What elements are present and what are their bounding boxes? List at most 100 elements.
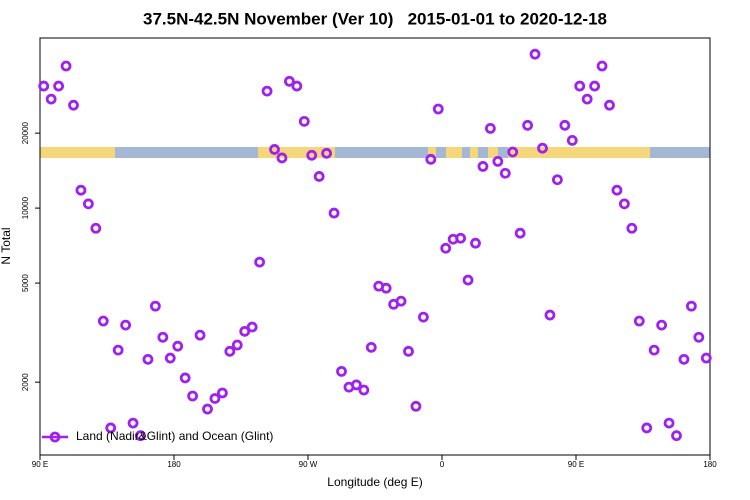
- data-point: [157, 331, 169, 343]
- y-tick-label: 10000: [21, 196, 30, 219]
- data-point: [559, 119, 571, 131]
- data-point: [410, 400, 422, 412]
- data-point: [380, 282, 392, 294]
- data-point: [60, 60, 72, 72]
- data-point: [313, 171, 325, 182]
- data-point: [700, 352, 712, 364]
- chart-title: 37.5N-42.5N November (Ver 10) 2015-01-01…: [143, 9, 607, 28]
- x-tick-label: 90 W: [299, 460, 318, 469]
- data-point: [135, 430, 146, 442]
- y-tick-label: 20000: [21, 121, 30, 144]
- data-point: [127, 417, 139, 429]
- data-point: [529, 48, 541, 60]
- y-tick-label: 2000: [21, 373, 30, 391]
- data-point: [566, 135, 578, 146]
- data-point: [261, 85, 273, 97]
- data-point: [298, 115, 310, 127]
- ocean-strip: [40, 147, 710, 158]
- data-point: [455, 232, 467, 244]
- data-point: [477, 161, 489, 172]
- x-tick-label: 180: [167, 460, 181, 469]
- legend-marker: [49, 431, 61, 443]
- data-point: [462, 274, 474, 286]
- data-point: [596, 60, 608, 72]
- data-point: [618, 198, 630, 210]
- data-point: [440, 242, 452, 254]
- data-point: [224, 345, 236, 357]
- data-point: [507, 146, 519, 158]
- land-strip: [446, 147, 462, 158]
- data-point: [574, 80, 586, 92]
- land-strip: [470, 147, 478, 158]
- land-strip: [428, 147, 436, 158]
- data-point: [417, 311, 429, 323]
- data-point: [648, 344, 660, 356]
- data-point: [395, 295, 407, 307]
- data-point: [172, 340, 184, 352]
- data-point: [306, 149, 318, 161]
- data-point: [589, 80, 601, 92]
- data-point: [470, 237, 481, 249]
- data-point: [90, 222, 102, 234]
- x-tick-label: 0: [440, 460, 445, 469]
- data-point: [291, 80, 303, 92]
- data-point: [239, 325, 251, 337]
- data-point: [120, 319, 132, 331]
- data-point: [671, 430, 682, 442]
- data-point: [514, 227, 526, 239]
- data-point: [604, 99, 615, 111]
- data-point: [626, 222, 638, 234]
- data-point: [633, 315, 645, 327]
- data-point: [82, 198, 94, 210]
- data-point: [112, 344, 124, 356]
- data-point: [499, 167, 511, 179]
- plot-frame: [39, 37, 711, 456]
- data-point: [53, 80, 65, 92]
- data-point: [231, 339, 243, 351]
- data-point: [105, 422, 117, 434]
- data-point: [425, 153, 437, 165]
- data-point: [492, 156, 504, 167]
- data-point: [209, 393, 221, 404]
- data-point: [365, 341, 377, 353]
- data-point: [179, 372, 191, 384]
- data-point: [254, 256, 266, 268]
- data-point: [321, 147, 333, 159]
- data-point: [336, 365, 347, 377]
- data-point: [678, 353, 690, 365]
- data-point: [350, 379, 362, 391]
- y-axis-label: N Total: [0, 227, 13, 264]
- data-point: [685, 300, 697, 312]
- data-point: [269, 144, 280, 155]
- data-point: [403, 345, 414, 357]
- y-tick-label: 5000: [21, 274, 30, 292]
- data-point: [544, 309, 556, 321]
- data-point: [693, 331, 705, 343]
- data-point: [537, 142, 548, 154]
- data-point: [187, 390, 199, 402]
- data-point: [484, 122, 496, 134]
- x-tick-label: 90 E: [568, 460, 584, 469]
- legend-label: Land (Nadir&Glint) and Ocean (Glint): [76, 429, 273, 443]
- data-point: [68, 99, 79, 111]
- data-point: [45, 93, 57, 105]
- data-point: [194, 329, 206, 341]
- data-point: [142, 353, 154, 365]
- land-strip: [258, 147, 335, 158]
- land-strip: [508, 147, 650, 158]
- data-point: [581, 93, 593, 105]
- data-point: [149, 300, 161, 312]
- data-point: [75, 184, 87, 196]
- data-point: [97, 315, 109, 327]
- data-point: [216, 387, 228, 399]
- data-point: [283, 75, 295, 87]
- data-point: [663, 417, 675, 429]
- data-point: [611, 184, 623, 196]
- data-point: [164, 352, 176, 364]
- data-point: [328, 207, 340, 219]
- land-strip: [488, 147, 498, 158]
- land-strip: [40, 147, 115, 158]
- data-point: [202, 403, 213, 415]
- data-point: [522, 119, 534, 131]
